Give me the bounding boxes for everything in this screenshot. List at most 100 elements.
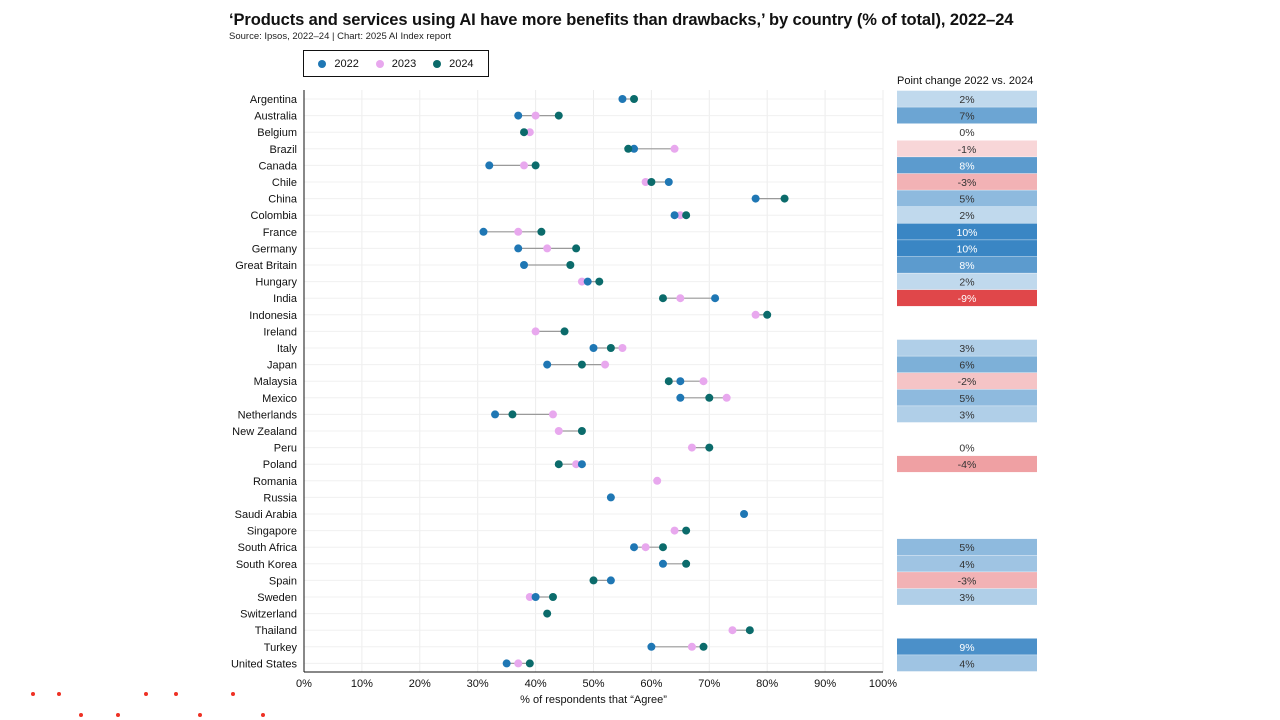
point-2022 [583,277,592,286]
y-tick-label: Chile [272,177,297,189]
point-2023 [548,410,557,419]
point-2024 [554,111,563,120]
point-2023 [618,344,627,352]
point-2022 [543,360,552,369]
change-value: -9% [958,293,977,305]
change-cell [897,655,1037,672]
point-2023 [577,277,586,286]
brand-dot [198,713,202,717]
change-value: 0% [959,443,974,455]
y-tick-label: Japan [267,360,297,372]
change-cell [897,572,1037,589]
y-tick-label: Romania [253,476,298,488]
brand-dot [174,692,178,696]
change-cell [897,289,1037,307]
brand-dot [116,713,120,717]
change-cell [897,339,1037,356]
change-value: -4% [958,459,977,471]
x-tick-label: 80% [756,678,778,690]
point-2022 [531,593,540,601]
point-2024 [508,410,517,419]
change-value: 5% [959,393,974,405]
change-cell [897,90,1037,107]
y-tick-label: Turkey [264,642,298,654]
legend-item-2022: 2022 [318,58,359,70]
y-tick-label: New Zealand [232,426,297,438]
change-value: -1% [958,144,977,156]
y-tick-label: Poland [263,459,297,471]
change-cell [897,256,1037,273]
point-2022 [658,559,667,568]
x-tick-label: 50% [582,678,604,690]
point-2022 [751,194,760,203]
y-tick-label: Switzerland [240,609,297,621]
change-cell [897,107,1037,124]
change-cell [897,173,1037,190]
change-cell [897,157,1037,174]
change-value: 10% [956,227,977,239]
brand-dot [144,692,148,696]
point-2024 [630,95,639,103]
point-2022 [577,460,586,469]
point-2022 [606,493,615,502]
point-2022 [647,642,656,651]
change-cell [897,455,1037,473]
point-2023 [676,211,685,220]
change-column-header: Point change 2022 vs. 2024 [897,75,1034,87]
point-2022 [514,244,523,253]
point-2022 [502,659,511,668]
point-2024 [780,194,789,203]
point-2023 [543,244,552,253]
change-value: 9% [959,642,974,654]
point-2023 [653,476,662,485]
change-value: 2% [959,94,974,106]
change-value: 10% [956,243,977,255]
y-tick-label: Australia [254,111,298,123]
point-2024 [763,310,772,319]
y-tick-label: Saudi Arabia [235,509,298,521]
change-value: 7% [959,111,974,123]
change-value: 3% [959,409,974,421]
change-value: 4% [959,559,974,571]
y-tick-label: Great Britain [235,260,297,272]
change-cell [897,538,1037,556]
point-2024 [624,144,633,153]
point-2024 [537,227,546,236]
point-2024 [658,543,667,552]
point-2023 [676,294,685,303]
legend-label-2024: 2024 [449,57,474,70]
change-cell [897,190,1037,207]
y-tick-label: Italy [277,343,298,355]
point-2023 [525,593,534,601]
change-cell [897,140,1037,157]
point-2024 [531,161,540,170]
change-cell [897,240,1037,257]
chart-subtitle: Source: Ipsos, 2022–24 | Chart: 2025 AI … [229,31,452,42]
change-cell [897,356,1037,373]
point-2022 [589,344,598,352]
point-2024 [525,659,534,668]
chart-title: ‘Products and services using AI have mor… [229,11,1014,29]
change-cell [897,206,1037,224]
y-tick-label: South Africa [238,542,298,554]
point-2023 [670,144,679,153]
legend-swatch-2022 [318,59,327,68]
y-tick-label: Sweden [257,592,297,604]
y-tick-label: Brazil [269,144,297,156]
change-value: 3% [959,343,974,355]
y-tick-label: Ireland [263,326,297,338]
point-2023 [687,443,696,452]
point-2022 [676,377,685,386]
y-tick-label: Colombia [251,210,298,222]
change-value: 5% [959,542,974,554]
point-2023 [670,526,679,535]
point-2024 [577,360,586,369]
point-2023 [572,460,581,469]
point-2023 [687,642,696,651]
legend-item-2024: 2024 [433,57,474,70]
change-value: 5% [959,194,974,206]
point-2023 [514,227,523,236]
y-tick-label: Singapore [247,526,297,538]
change-value: 4% [959,658,974,670]
point-2023 [751,310,760,319]
